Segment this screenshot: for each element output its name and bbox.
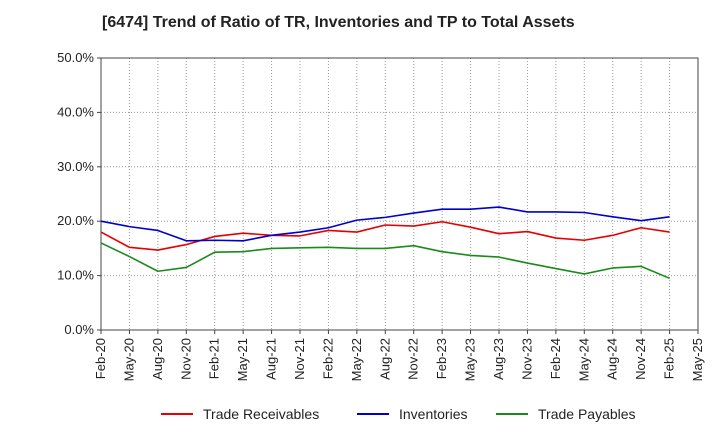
x-tick-label: Nov-22: [406, 338, 421, 380]
x-tick-label: Feb-23: [434, 338, 449, 379]
x-tick-label: May-24: [576, 338, 591, 381]
legend-label: Inventories: [399, 406, 467, 422]
x-tick-label: Nov-23: [519, 338, 534, 380]
x-tick-label: Aug-20: [150, 338, 165, 380]
x-tick-label: May-20: [121, 338, 136, 381]
y-tick-label: 20.0%: [57, 213, 94, 228]
x-tick-label: May-23: [463, 338, 478, 381]
legend: Trade Receivables Inventories Trade Payabl…: [161, 406, 636, 422]
series-line-trade-payables: [100, 242, 670, 280]
x-tick-label: May-22: [349, 338, 364, 381]
chart-title: [6474] Trend of Ratio of TR, Inventories…: [102, 14, 575, 31]
x-tick-label: Feb-22: [320, 338, 335, 379]
y-tick-label: 40.0%: [57, 104, 94, 119]
plot-frame: [100, 57, 699, 331]
x-tick-label: Nov-21: [292, 338, 307, 380]
series-line-trade-receivables: [100, 220, 670, 251]
x-tick-label: Nov-24: [633, 338, 648, 380]
x-tick-label: May-25: [690, 338, 705, 381]
y-tick-label: 10.0%: [57, 268, 94, 283]
x-tick-label: Feb-20: [93, 338, 108, 379]
x-tick-label: Feb-21: [207, 338, 222, 379]
x-tick-label: Nov-20: [178, 338, 193, 380]
x-tick-label: Feb-24: [548, 338, 563, 379]
y-tick-label: 30.0%: [57, 159, 94, 174]
x-tick-label: Aug-24: [605, 338, 620, 380]
y-tick-label: 0.0%: [64, 322, 94, 337]
legend-label: Trade Payables: [538, 406, 636, 422]
axes: 0.0% 10.0% 20.0% 30.0% 40.0% 50.0% Feb-20 May-2…: [57, 50, 705, 381]
x-tick-label: Aug-21: [264, 338, 279, 380]
x-tick-label: Feb-25: [662, 338, 677, 379]
y-tick-label: 50.0%: [57, 50, 94, 65]
series-lines: [100, 206, 670, 280]
x-tick-label: Aug-23: [491, 338, 506, 380]
x-tick-label: Aug-22: [377, 338, 392, 380]
legend-label: Trade Receivables: [203, 406, 319, 422]
grid: [100, 57, 699, 331]
series-line-inventories: [100, 206, 670, 242]
x-tick-label: May-21: [235, 338, 250, 381]
